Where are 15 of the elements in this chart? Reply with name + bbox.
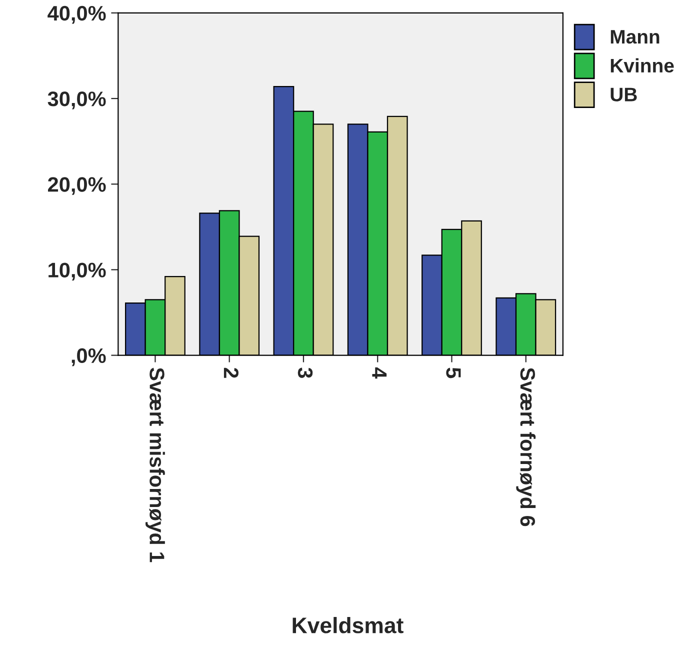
y-tick-label: 40,0% [48, 6, 106, 24]
legend-label: Kvinne [610, 58, 674, 73]
x-tick-label: 2 [224, 368, 239, 378]
y-tick-label: ,0% [72, 348, 106, 366]
x-tick-label: Svært misfornøyd 1 [146, 368, 165, 562]
y-tick-label: 30,0% [48, 92, 106, 110]
x-tick-label: Svært fornøyd 6 [516, 368, 536, 526]
y-tick-label: 10,0% [48, 262, 106, 280]
legend-label: UB [610, 88, 637, 102]
legend-label: Mann [610, 30, 660, 44]
x-axis-title: Kveldsmat [292, 616, 404, 634]
x-tick-label: 5 [446, 368, 461, 378]
x-tick-label: 4 [372, 367, 387, 379]
x-tick-label: 3 [298, 368, 313, 378]
y-tick-label: 20,0% [48, 177, 106, 195]
